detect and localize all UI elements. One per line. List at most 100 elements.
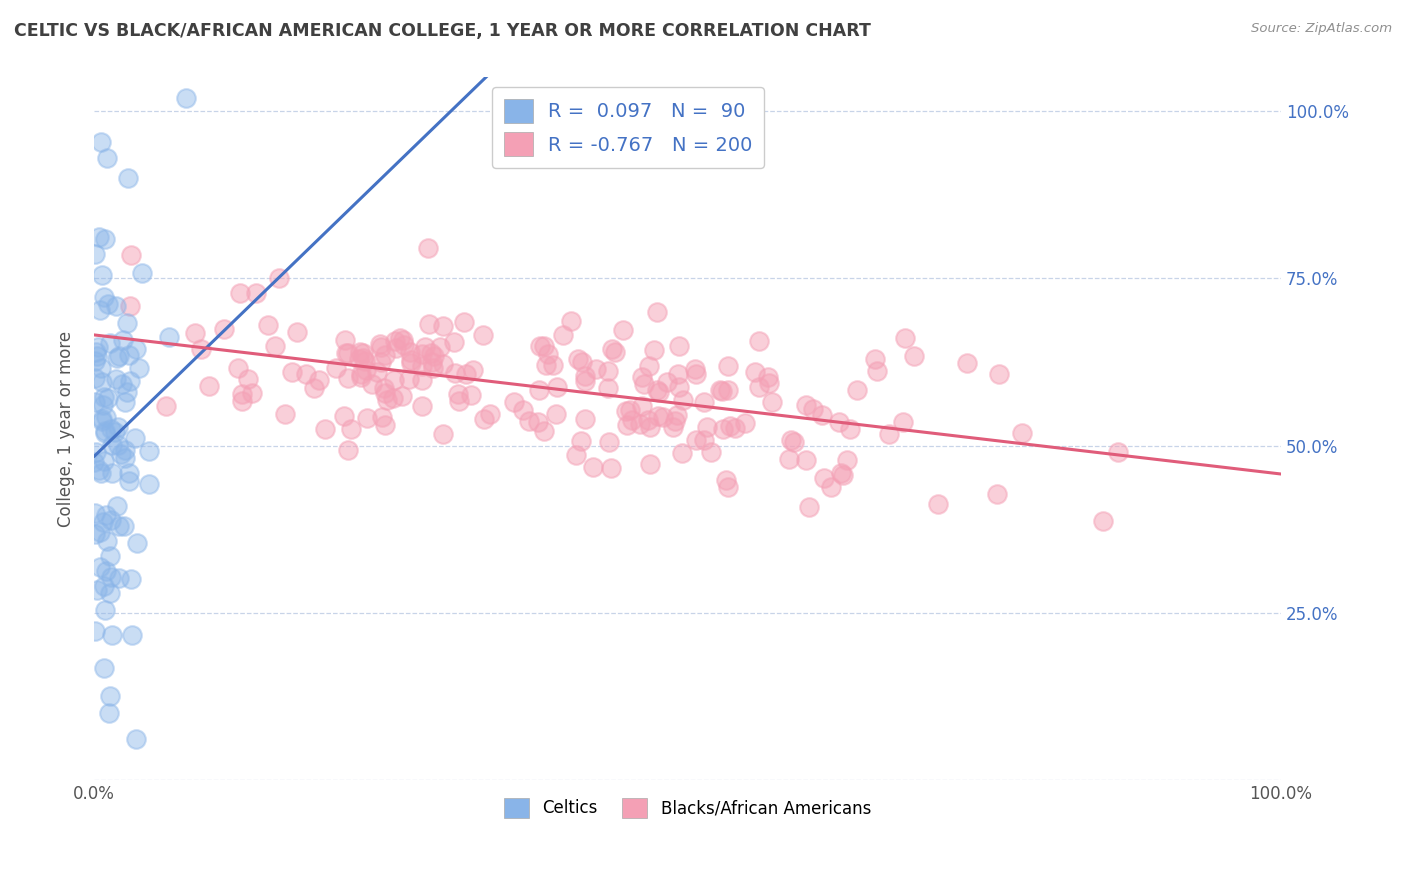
Point bbox=[453, 315, 475, 329]
Point bbox=[544, 407, 567, 421]
Point bbox=[401, 353, 423, 368]
Point bbox=[118, 474, 141, 488]
Point bbox=[94, 410, 117, 425]
Point bbox=[120, 374, 142, 388]
Point bbox=[1091, 514, 1114, 528]
Point bbox=[734, 417, 756, 431]
Point bbox=[90, 135, 112, 149]
Point bbox=[605, 344, 627, 359]
Point bbox=[385, 341, 408, 355]
Point bbox=[533, 424, 555, 438]
Point bbox=[373, 381, 395, 395]
Point bbox=[628, 417, 651, 432]
Point bbox=[93, 290, 115, 304]
Point bbox=[648, 385, 671, 400]
Point bbox=[96, 151, 118, 165]
Point bbox=[84, 344, 107, 359]
Point bbox=[569, 434, 592, 448]
Point bbox=[472, 328, 495, 343]
Point bbox=[619, 403, 641, 417]
Point bbox=[811, 408, 834, 422]
Point bbox=[533, 339, 555, 353]
Point bbox=[813, 470, 835, 484]
Point bbox=[956, 356, 979, 370]
Point bbox=[184, 326, 207, 340]
Point bbox=[744, 365, 766, 379]
Point bbox=[93, 390, 115, 404]
Point bbox=[546, 380, 568, 394]
Point bbox=[392, 337, 415, 351]
Point bbox=[287, 325, 309, 339]
Point bbox=[100, 569, 122, 583]
Point bbox=[392, 333, 415, 347]
Point bbox=[314, 422, 336, 436]
Point bbox=[527, 384, 550, 398]
Point bbox=[84, 506, 107, 520]
Point bbox=[90, 466, 112, 480]
Point bbox=[574, 369, 596, 384]
Point bbox=[89, 302, 111, 317]
Point bbox=[337, 345, 360, 359]
Point bbox=[124, 343, 146, 357]
Point bbox=[350, 370, 373, 384]
Point bbox=[382, 391, 405, 405]
Point bbox=[637, 359, 659, 374]
Point bbox=[226, 360, 249, 375]
Point bbox=[598, 364, 620, 378]
Point bbox=[447, 394, 470, 409]
Point bbox=[112, 519, 135, 533]
Point bbox=[718, 418, 741, 433]
Point bbox=[399, 345, 422, 359]
Point bbox=[107, 438, 129, 452]
Point bbox=[724, 421, 747, 435]
Point bbox=[631, 370, 654, 384]
Point bbox=[83, 371, 105, 385]
Point bbox=[711, 422, 734, 436]
Point bbox=[571, 355, 593, 369]
Point bbox=[87, 340, 110, 354]
Point bbox=[91, 399, 114, 413]
Point bbox=[616, 418, 638, 433]
Point bbox=[245, 285, 267, 300]
Point bbox=[1011, 425, 1033, 440]
Point bbox=[866, 364, 889, 378]
Point bbox=[423, 350, 446, 364]
Point bbox=[838, 422, 860, 436]
Point bbox=[693, 394, 716, 409]
Point bbox=[748, 334, 770, 348]
Point bbox=[269, 271, 291, 285]
Point bbox=[98, 690, 121, 704]
Point bbox=[413, 340, 436, 354]
Point bbox=[349, 345, 371, 359]
Point bbox=[761, 394, 783, 409]
Point bbox=[668, 380, 690, 394]
Point bbox=[87, 463, 110, 477]
Point bbox=[89, 524, 111, 539]
Point bbox=[120, 248, 142, 262]
Point bbox=[828, 415, 851, 429]
Point bbox=[257, 318, 280, 332]
Point bbox=[238, 372, 260, 386]
Point bbox=[891, 415, 914, 429]
Point bbox=[304, 381, 326, 395]
Point bbox=[551, 328, 574, 343]
Point bbox=[700, 445, 723, 459]
Point bbox=[672, 392, 695, 407]
Point bbox=[94, 564, 117, 578]
Point bbox=[655, 376, 678, 390]
Point bbox=[83, 247, 105, 261]
Point bbox=[100, 513, 122, 527]
Point bbox=[108, 350, 131, 364]
Point bbox=[517, 414, 540, 428]
Point bbox=[105, 499, 128, 513]
Point bbox=[512, 402, 534, 417]
Point bbox=[748, 379, 770, 393]
Legend: Celtics, Blacks/African Americans: Celtics, Blacks/African Americans bbox=[498, 791, 877, 825]
Point bbox=[120, 573, 142, 587]
Point bbox=[567, 352, 589, 367]
Point bbox=[349, 351, 371, 366]
Point bbox=[83, 353, 105, 368]
Point bbox=[83, 455, 105, 469]
Point bbox=[399, 356, 422, 370]
Point bbox=[340, 422, 363, 436]
